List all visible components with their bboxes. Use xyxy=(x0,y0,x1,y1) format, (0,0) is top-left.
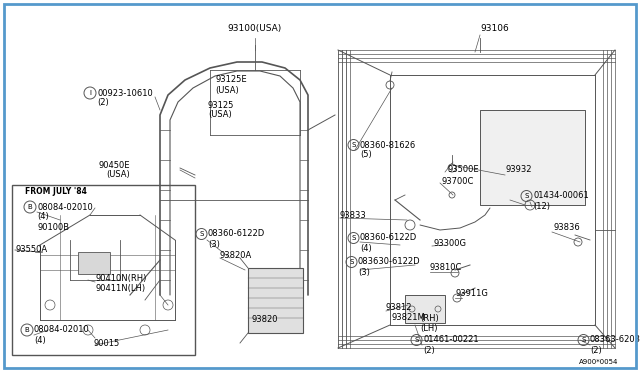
Text: 90411N(LH): 90411N(LH) xyxy=(95,283,145,292)
Text: 93810C: 93810C xyxy=(430,263,462,273)
Bar xyxy=(480,110,585,205)
Text: 90100B: 90100B xyxy=(37,222,69,231)
Text: B: B xyxy=(28,204,33,210)
Text: 90015: 90015 xyxy=(93,339,119,347)
Text: (LH): (LH) xyxy=(420,324,438,333)
Text: (2): (2) xyxy=(590,346,602,355)
Text: 93820A: 93820A xyxy=(220,250,252,260)
Text: 93125E: 93125E xyxy=(215,76,246,84)
Bar xyxy=(12,185,195,355)
Text: (3): (3) xyxy=(358,267,370,276)
Text: S: S xyxy=(349,259,354,265)
Text: 93550A: 93550A xyxy=(15,246,47,254)
Text: 93700C: 93700C xyxy=(441,177,474,186)
Text: 08360-81626: 08360-81626 xyxy=(360,141,416,150)
Text: 08084-02010: 08084-02010 xyxy=(34,326,90,334)
Bar xyxy=(78,252,110,274)
Text: S: S xyxy=(524,193,529,199)
Text: (USA): (USA) xyxy=(208,110,232,119)
Text: (5): (5) xyxy=(360,151,372,160)
Bar xyxy=(248,268,303,333)
Text: (2): (2) xyxy=(423,346,435,355)
Text: (2): (2) xyxy=(97,97,109,106)
Text: (12): (12) xyxy=(533,202,550,211)
Text: 90450E: 90450E xyxy=(99,160,130,170)
Text: S: S xyxy=(351,142,356,148)
Text: 083630-6122D: 083630-6122D xyxy=(358,257,420,266)
Text: 93836: 93836 xyxy=(553,224,580,232)
Text: (USA): (USA) xyxy=(106,170,130,180)
Text: S: S xyxy=(581,337,586,343)
Text: (4): (4) xyxy=(360,244,372,253)
Text: 93300G: 93300G xyxy=(433,238,466,247)
Text: (RH): (RH) xyxy=(420,314,439,323)
Text: 01434-00061: 01434-00061 xyxy=(533,192,589,201)
Text: 08363-62039: 08363-62039 xyxy=(590,336,640,344)
Text: 93812: 93812 xyxy=(386,302,413,311)
Text: 08084-02010: 08084-02010 xyxy=(37,202,93,212)
Bar xyxy=(405,295,445,323)
Text: (3): (3) xyxy=(208,240,220,248)
Text: 93820: 93820 xyxy=(252,315,278,324)
Text: (4): (4) xyxy=(37,212,49,221)
Text: S: S xyxy=(414,337,419,343)
Text: 93911G: 93911G xyxy=(455,289,488,298)
Text: 93100(USA): 93100(USA) xyxy=(228,24,282,33)
Text: S: S xyxy=(199,231,204,237)
Text: 93500E: 93500E xyxy=(447,166,479,174)
Text: 93821M: 93821M xyxy=(392,314,426,323)
Text: (USA): (USA) xyxy=(215,86,239,94)
Text: A900*0054: A900*0054 xyxy=(579,359,618,365)
Text: 93106: 93106 xyxy=(480,24,509,33)
Text: I: I xyxy=(89,90,91,96)
Text: B: B xyxy=(24,327,29,333)
Text: 08360-6122D: 08360-6122D xyxy=(208,230,265,238)
Text: S: S xyxy=(351,235,356,241)
Text: 01461-00221: 01461-00221 xyxy=(423,336,479,344)
Text: FROM JULY '84: FROM JULY '84 xyxy=(25,187,87,196)
Text: 93125: 93125 xyxy=(208,100,234,109)
Text: 08360-6122D: 08360-6122D xyxy=(360,234,417,243)
Text: 93833: 93833 xyxy=(340,211,367,219)
Text: 00923-10610: 00923-10610 xyxy=(97,89,153,97)
Text: 90410N(RH): 90410N(RH) xyxy=(95,273,147,282)
Text: 93932: 93932 xyxy=(505,166,531,174)
Text: (4): (4) xyxy=(34,336,45,344)
